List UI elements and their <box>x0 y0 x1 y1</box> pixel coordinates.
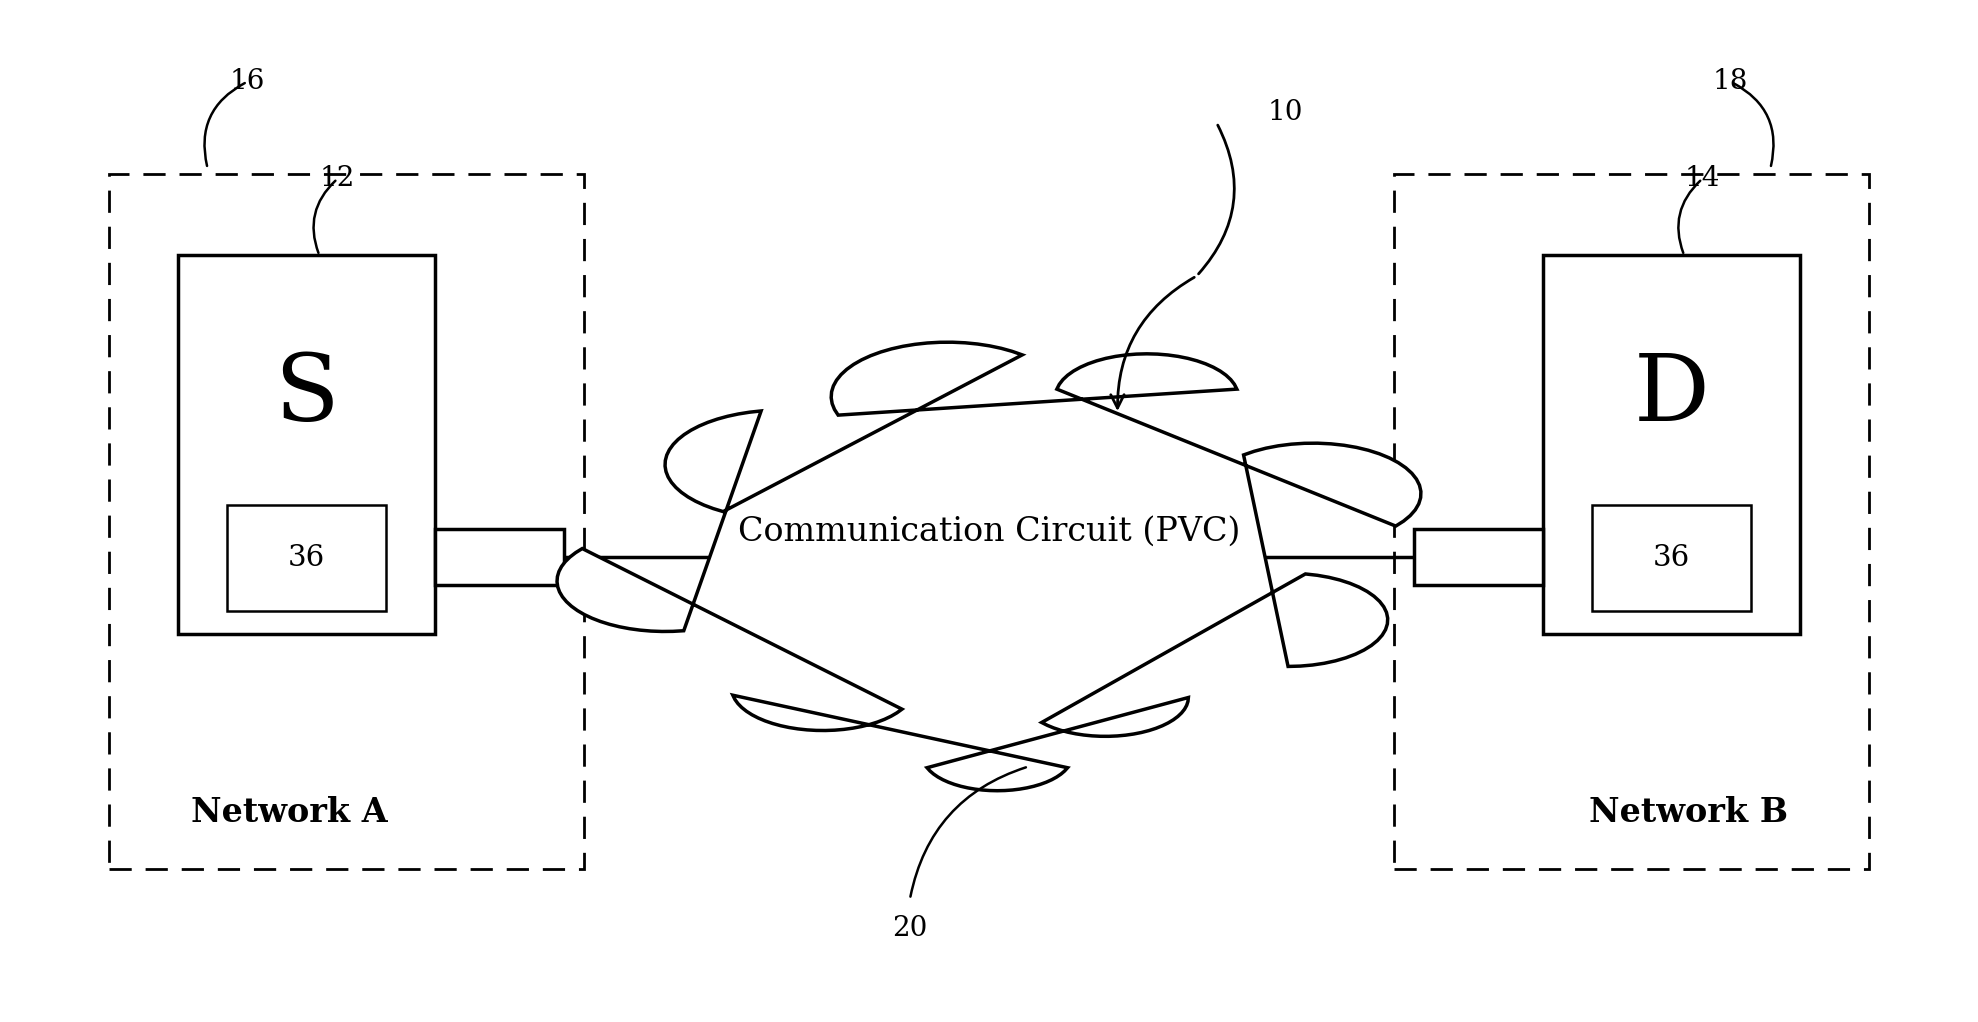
Bar <box>1543 256 1800 634</box>
Text: D: D <box>1634 351 1709 440</box>
Bar <box>435 529 564 585</box>
Bar <box>1592 505 1751 611</box>
PathPatch shape <box>558 342 1420 791</box>
Bar <box>1394 174 1869 869</box>
Bar <box>227 505 386 611</box>
Text: Network A: Network A <box>190 796 388 829</box>
Text: 36: 36 <box>289 544 324 572</box>
Text: 20: 20 <box>892 915 928 941</box>
Text: 36: 36 <box>1654 544 1689 572</box>
Text: Network B: Network B <box>1588 796 1788 829</box>
Text: 10: 10 <box>1268 99 1304 126</box>
Bar <box>1414 529 1543 585</box>
Text: 16: 16 <box>229 68 265 95</box>
Text: S: S <box>275 351 338 440</box>
Bar <box>178 256 435 634</box>
Bar <box>109 174 584 869</box>
Text: 18: 18 <box>1713 68 1749 95</box>
Text: 12: 12 <box>320 166 356 192</box>
Text: Communication Circuit (PVC): Communication Circuit (PVC) <box>738 515 1240 548</box>
Text: 14: 14 <box>1685 166 1721 192</box>
